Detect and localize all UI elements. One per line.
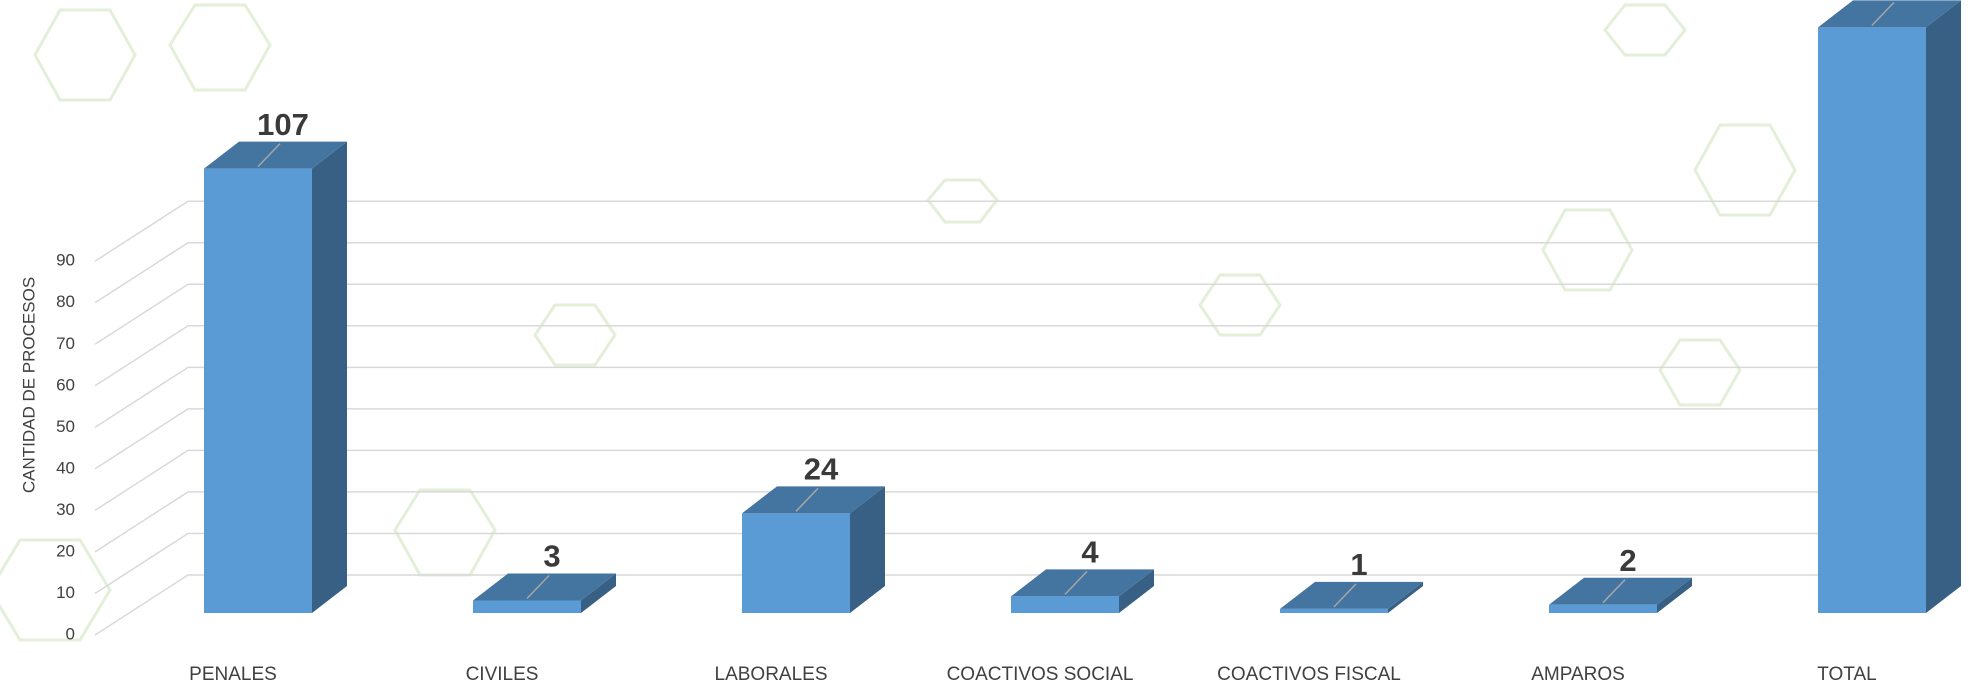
y-tick-label: 60 xyxy=(56,375,75,394)
x-tick-label: COACTIVOS SOCIAL xyxy=(947,664,1134,685)
bar-side xyxy=(1657,577,1692,613)
bar-front xyxy=(742,513,850,613)
y-tick-label: 10 xyxy=(56,583,75,602)
leader-line xyxy=(1064,570,1088,595)
bar xyxy=(1818,0,1961,613)
bar xyxy=(1549,577,1692,613)
bar-top xyxy=(742,486,885,514)
x-tick-label: AMPAROS xyxy=(1531,664,1625,685)
bar-top xyxy=(473,573,616,601)
grid-line xyxy=(94,366,1960,428)
bar-top xyxy=(1549,577,1692,605)
bar xyxy=(204,141,347,614)
data-label: 107 xyxy=(257,107,309,142)
grid-line xyxy=(94,449,1960,512)
y-axis-title: CANTIDAD DE PROCESOS xyxy=(19,277,38,493)
bar-top xyxy=(1818,0,1961,28)
x-tick-label: PENALES xyxy=(189,664,277,685)
y-tick-label: 70 xyxy=(56,334,75,353)
bar-front xyxy=(1280,608,1388,613)
data-label: 2 xyxy=(1619,543,1636,578)
y-tick-label: 50 xyxy=(56,417,75,436)
y-tick-label: 30 xyxy=(56,500,75,519)
grid-line xyxy=(94,408,1960,470)
x-tick-label: LABORALES xyxy=(715,664,828,685)
bar-top xyxy=(204,141,347,169)
bar-front xyxy=(204,168,312,614)
y-tick-label: 90 xyxy=(56,251,75,270)
y-tick-label: 80 xyxy=(56,292,75,311)
bar-front xyxy=(1818,27,1926,613)
grid-line xyxy=(94,325,1960,387)
bar-top xyxy=(1280,581,1423,609)
leader-line xyxy=(1602,579,1626,604)
background-decoration xyxy=(0,3,1797,642)
data-label: 4 xyxy=(1081,535,1099,570)
data-label: 1 xyxy=(1350,547,1367,582)
bar-side xyxy=(581,573,616,613)
data-label: 3 xyxy=(543,539,560,574)
bar-side xyxy=(312,141,347,614)
bar-front xyxy=(1011,596,1119,613)
y-tick-label: 0 xyxy=(66,624,75,643)
bar-side xyxy=(1388,581,1423,613)
grid-line xyxy=(94,491,1960,553)
grid-line xyxy=(94,241,1960,304)
x-tick-label: TOTAL xyxy=(1817,664,1876,685)
leader-line xyxy=(795,487,819,512)
bar-top xyxy=(1011,569,1154,597)
x-tick-label: COACTIVOS FISCAL xyxy=(1217,664,1401,685)
bar xyxy=(473,573,616,613)
x-tick-label: CIVILES xyxy=(466,664,539,685)
bar-side xyxy=(850,486,885,613)
y-tick-label: 20 xyxy=(56,541,75,560)
grid-line xyxy=(94,574,1960,636)
bar-front xyxy=(473,600,581,613)
data-label: 141 xyxy=(1871,0,1923,1)
leader-line xyxy=(526,575,550,600)
bar-front xyxy=(1549,604,1657,613)
bar-side xyxy=(1926,0,1961,613)
bar xyxy=(1011,569,1154,613)
leader-line xyxy=(257,143,281,168)
grid-line xyxy=(94,532,1960,595)
bar xyxy=(742,486,885,613)
bar xyxy=(1280,581,1423,613)
bar-side xyxy=(1119,569,1154,613)
leader-line xyxy=(1333,583,1357,608)
y-tick-label: 40 xyxy=(56,458,75,477)
grid-line xyxy=(94,283,1960,345)
data-label: 24 xyxy=(804,452,839,487)
grid-line xyxy=(94,200,1960,262)
leader-line xyxy=(1871,1,1895,26)
